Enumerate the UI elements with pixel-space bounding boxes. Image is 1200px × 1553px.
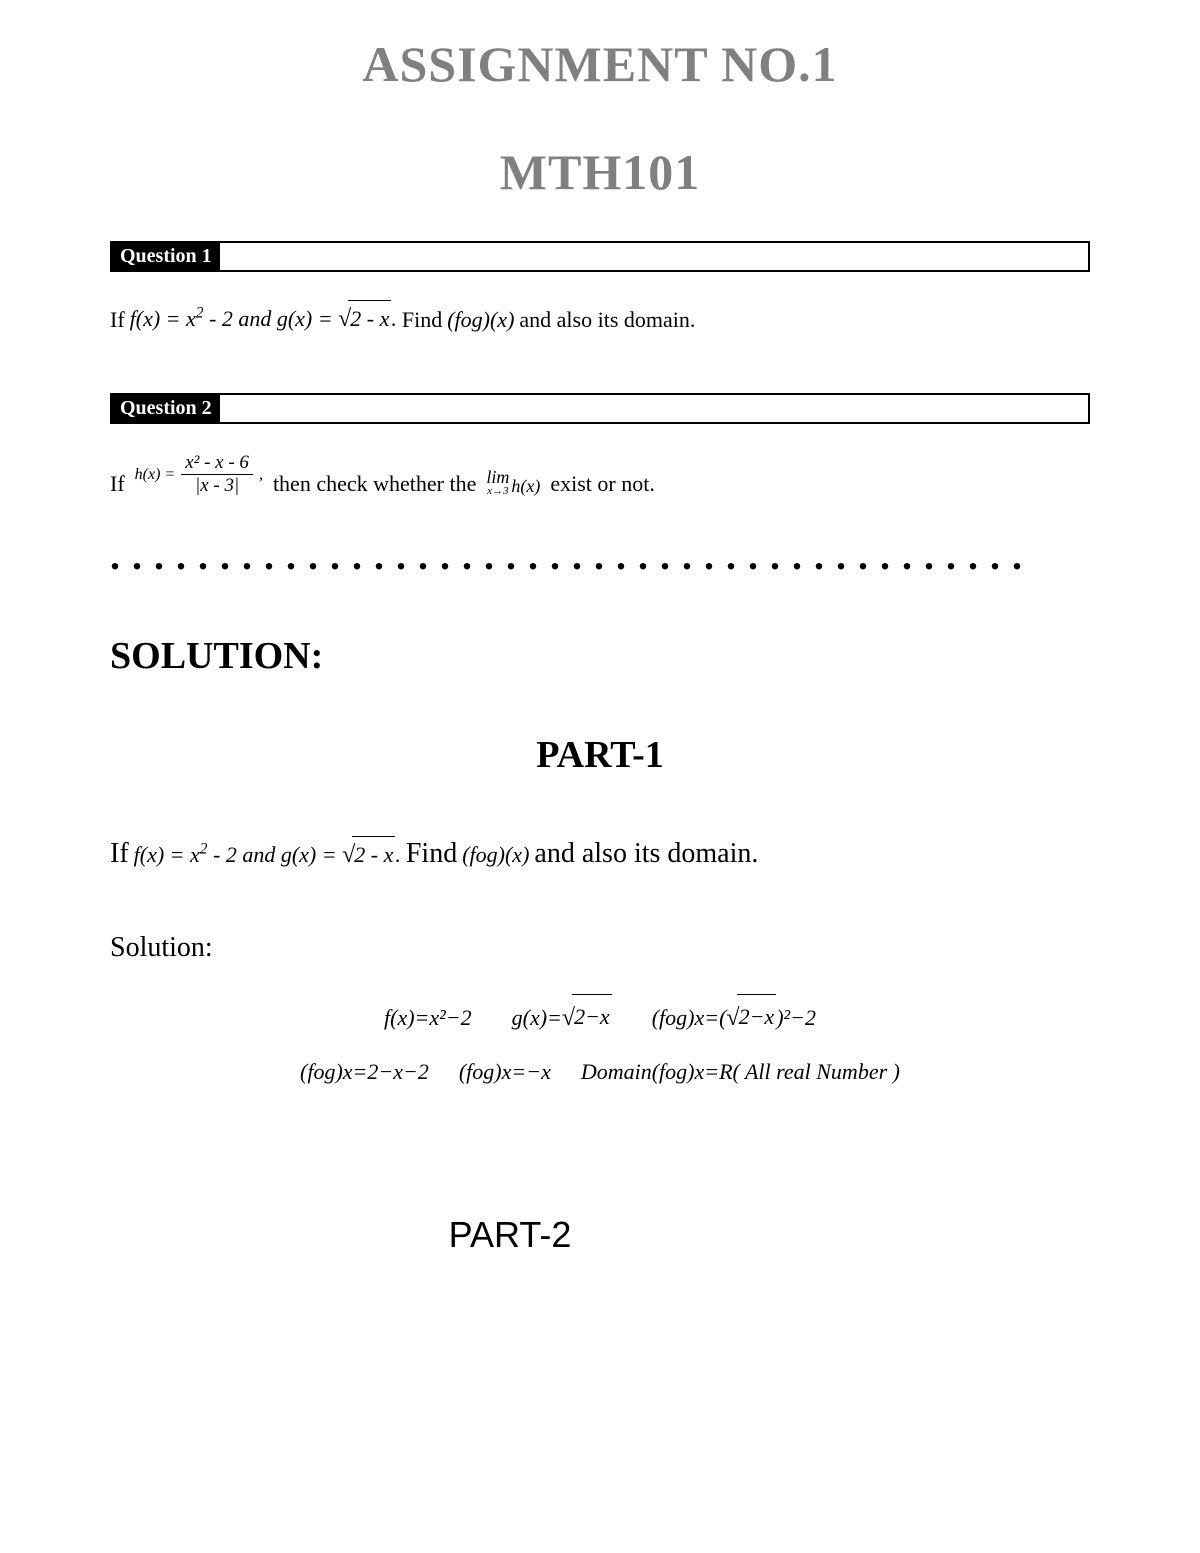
q2-num: x² - x - 6 [181,452,253,475]
q1r-exp: 2 [200,840,208,857]
q2-den: |x - 3| [191,475,243,497]
math-row-1: f(x)=x²−2 g(x)=√2−x (fog)x=(√2−x)²−2 [110,994,1090,1042]
q2-lim-sub: x→3 [487,486,508,497]
q1-fog: (fog)(x) [447,302,514,337]
solution-math: f(x)=x²−2 g(x)=√2−x (fog)x=(√2−x)²−2 (fo… [110,994,1090,1094]
q2-lim-text: lim [486,468,509,486]
solution-sublabel: Solution: [110,932,1090,964]
q1-if: If [110,302,125,337]
q2-comma: , [259,466,263,484]
q1-period: . [391,306,397,331]
part-2-heading: PART-2 [0,1214,1090,1256]
l2a: (fog)x=2−x−2 [300,1050,429,1094]
l2b: (fog)x=−x [459,1050,551,1094]
q1r-find: Find [406,832,457,877]
question-2-header: Question 2 [110,393,1090,424]
q1r-period: . [395,842,401,867]
course-code: MTH101 [110,143,1090,201]
q1-f-rest: - 2 and g(x) = [204,306,339,331]
q2-heq: h(x) = [135,466,176,484]
l2c: Domain(fog)x=R( All real Number ) [581,1050,900,1094]
question-1-body: If f(x) = x2 - 2 and g(x) = √2 - x. Find… [110,300,1090,338]
q2-fraction: x² - x - 6 |x - 3| [181,452,253,497]
q2-if: If [110,471,125,497]
part-1-heading: PART-1 [110,733,1090,777]
q2-lim: lim x→3 [486,468,509,497]
l1c-sqrt: 2−x [737,994,777,1039]
q1r-sqrt: √2 - x [342,836,395,874]
q1r-f: f(x) = x [134,842,200,867]
q1-sqrt-content: 2 - x [348,300,391,336]
q1-domain: and also its domain. [519,302,695,337]
q1-f-base: f(x) = x [130,306,196,331]
q1r-rest: - 2 and g(x) = [208,842,343,867]
question-2-body: If h(x) = x² - x - 6 |x - 3| , then chec… [110,452,1090,497]
q1-fdef: f(x) = x2 - 2 and g(x) = √2 - x. [130,300,397,338]
l1c: (fog)x=(√2−x)²−2 [652,994,816,1042]
l1c-pre: (fog)x=( [652,1005,727,1030]
q1r-domain: and also its domain. [534,832,758,877]
l1b: g(x)=√2−x [512,994,612,1042]
question-1-header: Question 1 [110,241,1090,272]
math-row-2: (fog)x=2−x−2 (fog)x=−x Domain(fog)x=R( A… [110,1050,1090,1094]
q2-then: then check whether the [273,471,476,497]
l1b-sqrt: 2−x [572,994,612,1039]
q1-restate: If f(x) = x2 - 2 and g(x) = √2 - x. Find… [110,832,1090,877]
q2-exist: exist or not. [550,471,655,497]
l1b-pre: g(x)= [512,1005,562,1030]
q1-sqrt: √2 - x [338,300,391,338]
q1r-math: f(x) = x2 - 2 and g(x) = √2 - x. [134,836,401,874]
solution-heading: SOLUTION: [110,634,1090,678]
question-1-label: Question 1 [112,243,220,270]
q2-lim-func: h(x) [511,476,540,497]
q1-find: Find [402,302,442,337]
assignment-title: ASSIGNMENT NO.1 [110,35,1090,93]
q1r-fog: (fog)(x) [462,837,529,872]
q1r-sqrt-content: 2 - x [352,836,395,872]
q1r-if: If [110,832,129,877]
l1c-post: )²−2 [776,1005,816,1030]
dots-separator: ........................................… [110,532,1090,579]
l1a: f(x)=x²−2 [384,996,472,1040]
q1-f-exp: 2 [196,305,204,322]
question-2-label: Question 2 [112,395,220,422]
